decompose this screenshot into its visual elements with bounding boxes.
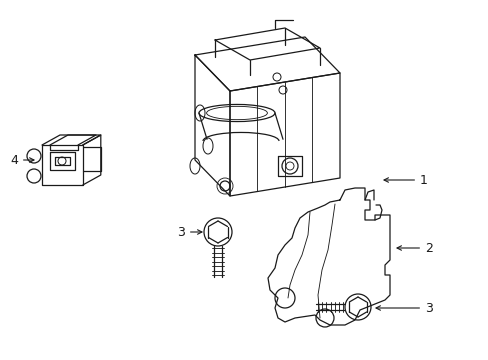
Text: 1: 1 (383, 174, 427, 186)
Text: 4: 4 (10, 153, 34, 166)
Text: 3: 3 (375, 302, 432, 315)
Text: 2: 2 (396, 242, 432, 255)
Text: 3: 3 (177, 225, 202, 239)
